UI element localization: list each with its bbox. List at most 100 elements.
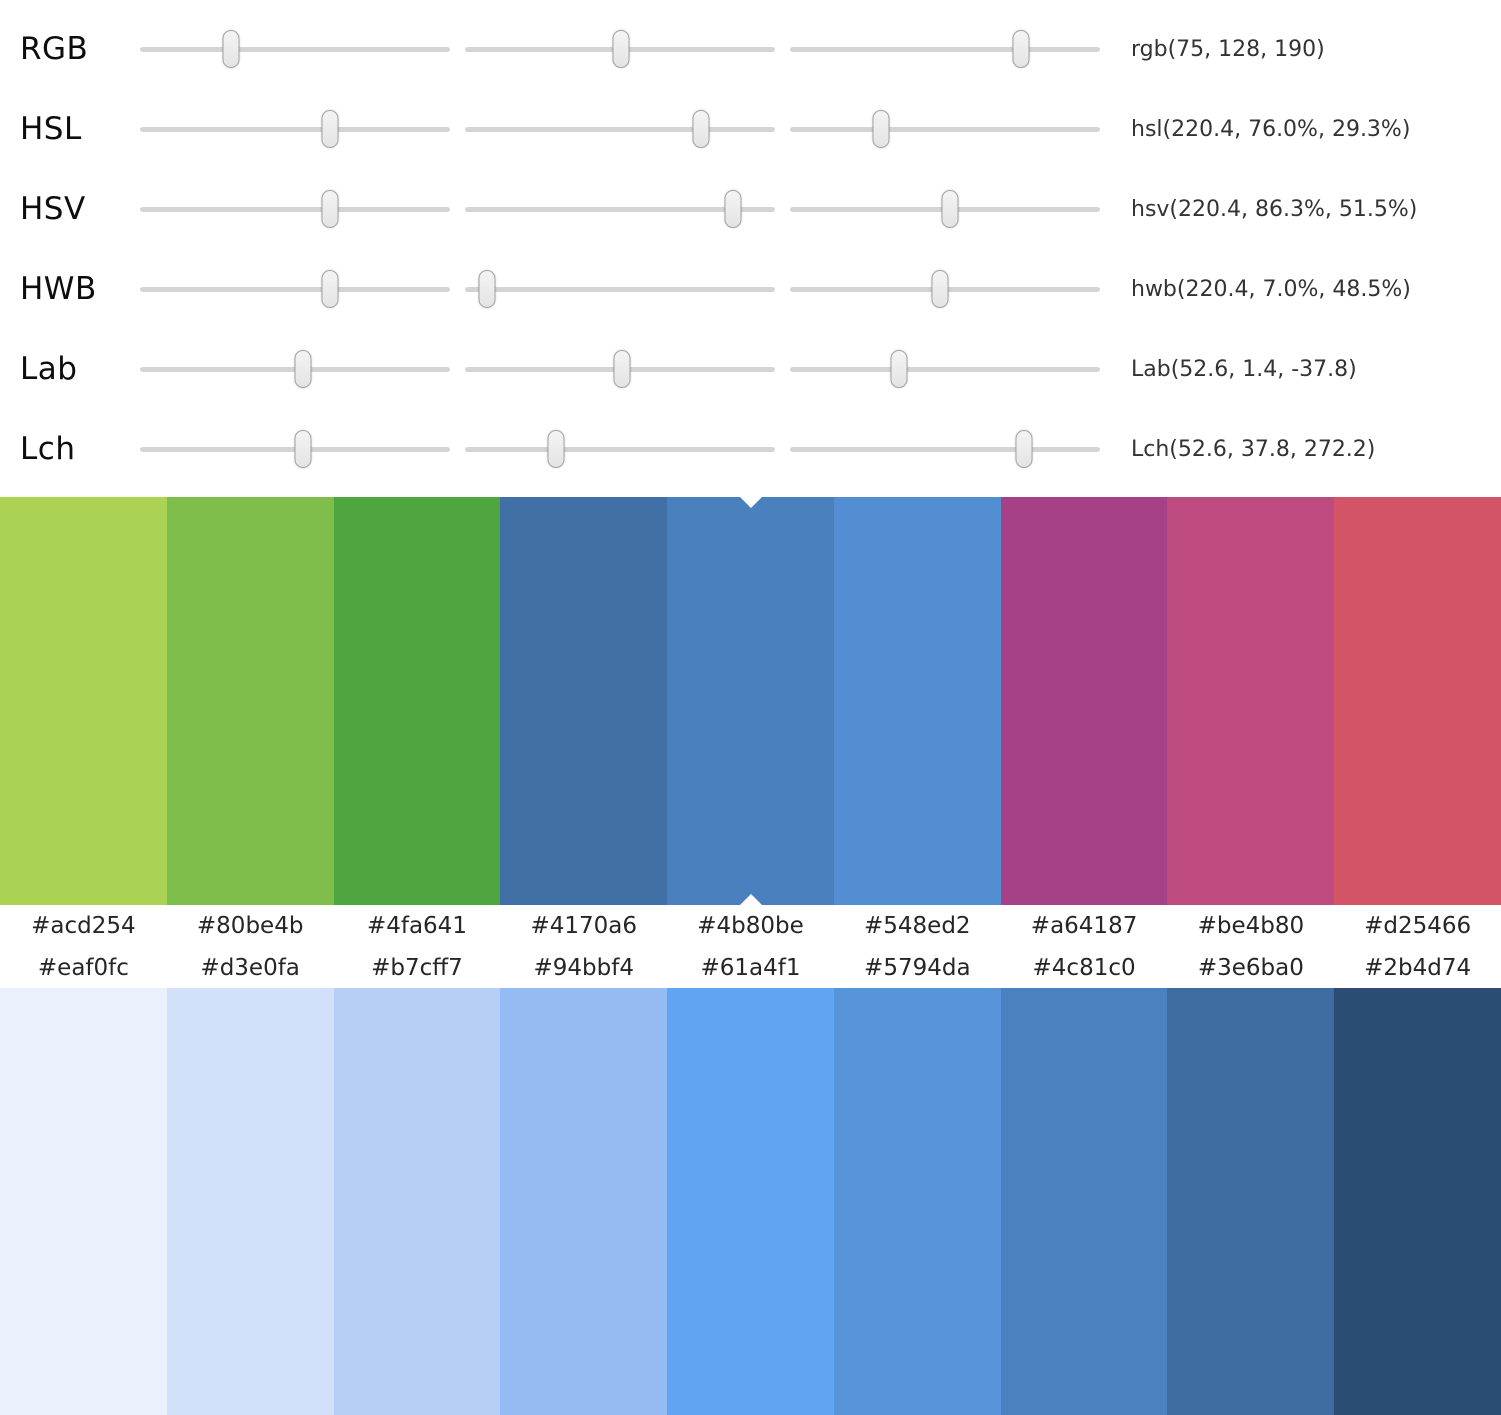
colorspace-label-rgb: RGB [20, 31, 89, 67]
lab-a-slider[interactable] [465, 347, 775, 391]
hsv-hue-slider[interactable] [140, 187, 450, 231]
rgb-value-text: rgb(75, 128, 190) [1131, 36, 1325, 62]
swatch-hex-label: #acd254 [31, 913, 136, 939]
slider-row-lch: Lch Lch(52.6, 37.8, 272.2) [0, 409, 1501, 489]
slider-row-hwb: HWB hwb(220.4, 7.0%, 48.5%) [0, 249, 1501, 329]
slider-thumb[interactable] [478, 270, 496, 308]
hwb-blackness-slider[interactable] [790, 267, 1100, 311]
slider-thumb[interactable] [547, 430, 565, 468]
palette-swatch[interactable] [500, 988, 668, 1415]
blue-channel-slider[interactable] [790, 27, 1100, 71]
swatch-hex-label: #4c81c0 [1032, 954, 1136, 981]
slider-thumb[interactable] [222, 30, 240, 68]
palette-swatch[interactable] [1334, 988, 1501, 1415]
slider-rail [465, 446, 775, 452]
slider-thumb[interactable] [613, 350, 631, 388]
green-channel-slider[interactable] [465, 27, 775, 71]
palette-swatch[interactable] [833, 497, 1001, 905]
palette-swatch[interactable] [1000, 988, 1168, 1415]
palette-swatch[interactable] [1167, 988, 1335, 1415]
red-channel-slider[interactable] [140, 27, 450, 71]
colorspace-label-hwb: HWB [20, 271, 97, 307]
lch-lightness-slider[interactable] [140, 427, 450, 471]
hsv-value-text: hsv(220.4, 86.3%, 51.5%) [1131, 196, 1418, 222]
lch-hue-slider[interactable] [790, 427, 1100, 471]
swatch-hex-label: #d25466 [1364, 913, 1472, 939]
swatch-hex-label: #4fa641 [366, 913, 467, 939]
lab-b-slider[interactable] [790, 347, 1100, 391]
swatch-hex-label: #eaf0fc [37, 954, 129, 981]
swatch-hex-label: #5794da [864, 954, 971, 981]
palette-top-hex-labels: #acd254 #80be4b #4fa641 #4170a6 #4b80be … [0, 905, 1501, 947]
swatch-hex-label: #94bbf4 [533, 954, 634, 981]
hwb-whiteness-slider[interactable] [465, 267, 775, 311]
swatch-hex-label: #be4b80 [1197, 913, 1305, 939]
slider-thumb[interactable] [321, 270, 339, 308]
slider-row-hsl: HSL hsl(220.4, 76.0%, 29.3%) [0, 89, 1501, 169]
swatch-hex-label: #4b80be [697, 913, 804, 939]
palette-swatch[interactable] [333, 988, 501, 1415]
slider-thumb[interactable] [294, 350, 312, 388]
palette-bottom [0, 988, 1501, 1415]
palette-swatch[interactable] [0, 988, 167, 1415]
swatch-hex-label: #3e6ba0 [1197, 954, 1304, 981]
slider-rail [790, 46, 1100, 52]
palette-swatch[interactable] [833, 988, 1001, 1415]
palette-top [0, 497, 1501, 905]
swatch-hex-label: #a64187 [1030, 913, 1138, 939]
slider-thumb[interactable] [724, 190, 742, 228]
palette-swatch[interactable] [333, 497, 501, 905]
hsl-saturation-slider[interactable] [465, 107, 775, 151]
slider-thumb[interactable] [692, 110, 710, 148]
hsv-value-slider[interactable] [790, 187, 1100, 231]
slider-rail [465, 286, 775, 292]
slider-rail [790, 126, 1100, 132]
lab-value-text: Lab(52.6, 1.4, -37.8) [1131, 356, 1357, 382]
swatch-hex-label: #d3e0fa [200, 954, 300, 981]
slider-thumb[interactable] [612, 30, 630, 68]
slider-panel: RGB rgb(75, 128, 190) HSL [0, 0, 1501, 489]
slider-rail [140, 46, 450, 52]
slider-row-lab: Lab Lab(52.6, 1.4, -37.8) [0, 329, 1501, 409]
swatch-hex-label: #4170a6 [530, 913, 637, 939]
slider-thumb[interactable] [941, 190, 959, 228]
slider-thumb[interactable] [1015, 430, 1033, 468]
palette-swatch[interactable] [1167, 497, 1335, 905]
slider-thumb[interactable] [890, 350, 908, 388]
palette-swatch[interactable] [166, 988, 334, 1415]
slider-rail [790, 446, 1100, 452]
palette-swatch[interactable] [1334, 497, 1501, 905]
palette-swatch[interactable] [667, 988, 834, 1415]
palette-swatch[interactable] [166, 497, 334, 905]
slider-row-hsv: HSV hsv(220.4, 86.3%, 51.5%) [0, 169, 1501, 249]
colorspace-label-hsl: HSL [20, 111, 82, 147]
palette-swatch-selected[interactable] [667, 497, 834, 905]
palette-bottom-hex-labels: #eaf0fc #d3e0fa #b7cff7 #94bbf4 #61a4f1 … [0, 947, 1501, 988]
colorspace-label-lch: Lch [20, 431, 76, 467]
hwb-hue-slider[interactable] [140, 267, 450, 311]
hsl-lightness-slider[interactable] [790, 107, 1100, 151]
slider-thumb[interactable] [321, 110, 339, 148]
hwb-value-text: hwb(220.4, 7.0%, 48.5%) [1131, 276, 1411, 302]
slider-thumb[interactable] [872, 110, 890, 148]
hsl-hue-slider[interactable] [140, 107, 450, 151]
slider-thumb[interactable] [931, 270, 949, 308]
swatch-hex-label: #80be4b [196, 913, 304, 939]
slider-row-rgb: RGB rgb(75, 128, 190) [0, 9, 1501, 89]
lch-chroma-slider[interactable] [465, 427, 775, 471]
slider-thumb[interactable] [321, 190, 339, 228]
hsv-saturation-slider[interactable] [465, 187, 775, 231]
palette-swatch[interactable] [0, 497, 167, 905]
swatch-hex-label: #2b4d74 [1364, 954, 1472, 981]
slider-rail [140, 206, 450, 212]
slider-thumb[interactable] [1012, 30, 1030, 68]
swatch-hex-label: #61a4f1 [700, 954, 801, 981]
swatch-hex-label: #548ed2 [864, 913, 971, 939]
lab-lightness-slider[interactable] [140, 347, 450, 391]
slider-rail [465, 126, 775, 132]
slider-thumb[interactable] [294, 430, 312, 468]
palette-swatch[interactable] [1000, 497, 1168, 905]
selected-swatch-marker-bottom-icon [739, 894, 762, 905]
palette-swatch[interactable] [500, 497, 668, 905]
swatch-hex-label: #b7cff7 [371, 954, 463, 981]
